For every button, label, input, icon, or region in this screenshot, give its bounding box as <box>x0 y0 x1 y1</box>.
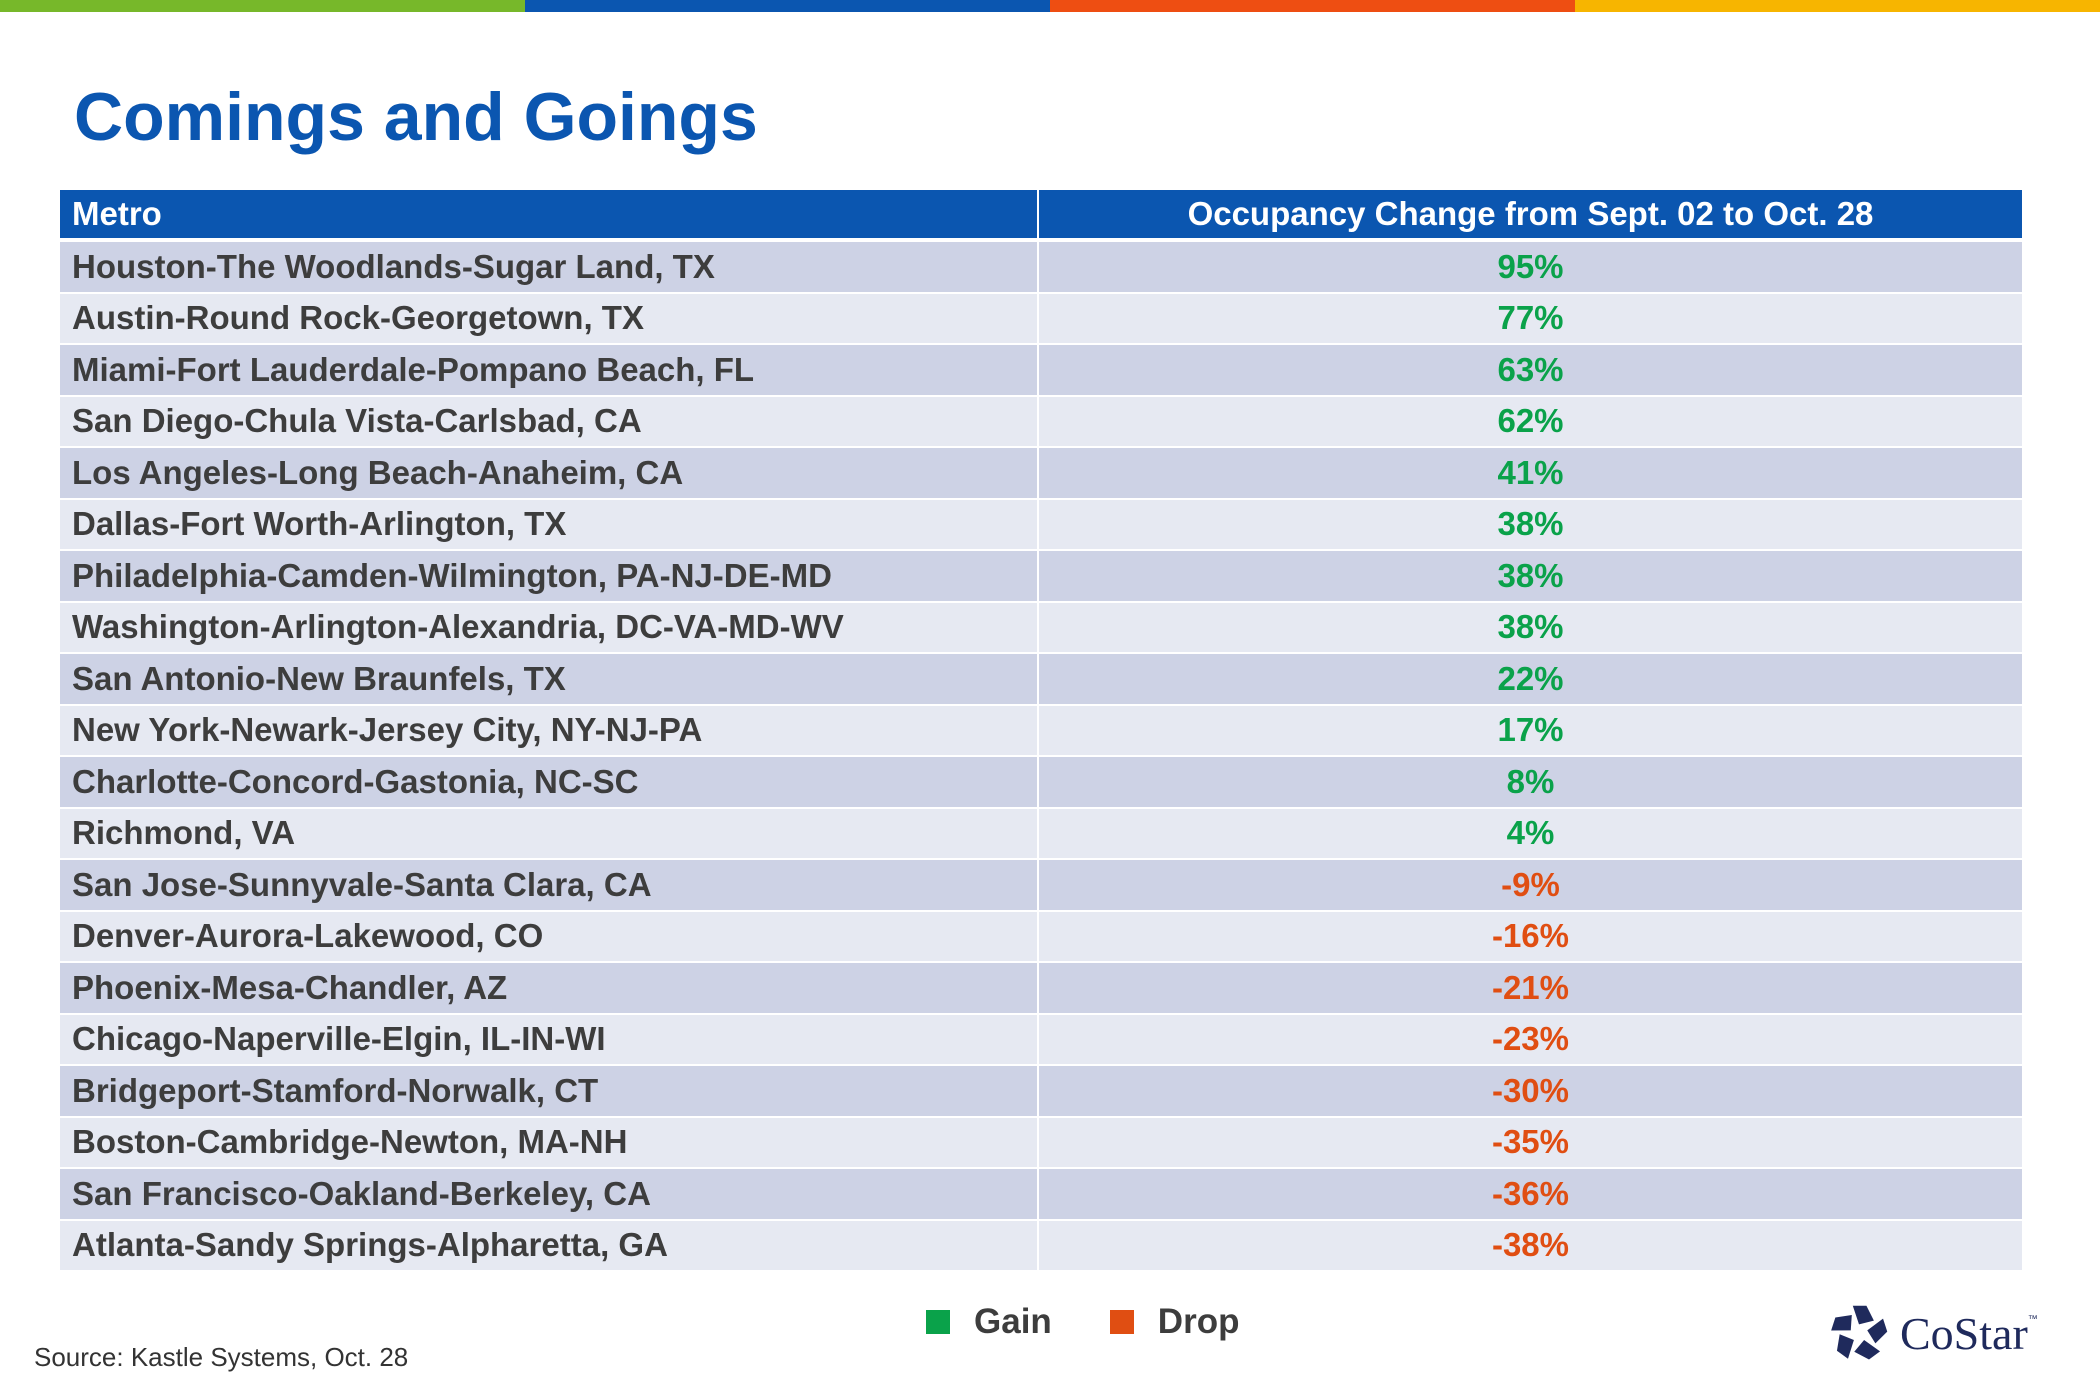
occupancy-change-cell: 38% <box>1038 498 2022 551</box>
metro-cell: Chicago-Naperville-Elgin, IL-IN-WI <box>60 1013 1039 1066</box>
logo-wordmark: CoStar <box>1900 1307 2028 1359</box>
occupancy-change-cell: 95% <box>1038 240 2022 294</box>
occupancy-change-cell: -35% <box>1038 1116 2022 1169</box>
table-row: Miami-Fort Lauderdale-Pompano Beach, FL 6… <box>60 344 2022 397</box>
metro-cell: Boston-Cambridge-Newton, MA-NH <box>60 1116 1039 1169</box>
occupancy-table: Metro Occupancy Change from Sept. 02 to … <box>60 190 2022 1272</box>
metro-cell: San Antonio-New Braunfels, TX <box>60 653 1039 706</box>
metro-cell: Washington-Arlington-Alexandria, DC-VA-M… <box>60 601 1039 654</box>
table-header-row: Metro Occupancy Change from Sept. 02 to … <box>60 190 2022 242</box>
table-row: Los Angeles-Long Beach-Anaheim, CA 41% <box>60 447 2022 500</box>
legend-item-drop: Drop <box>1109 1302 1240 1342</box>
table-row: Atlanta-Sandy Springs-Alpharetta, GA -38% <box>60 1219 2022 1272</box>
top-color-bar <box>0 0 2100 12</box>
occupancy-change-cell: 4% <box>1038 807 2022 860</box>
table-row: Dallas-Fort Worth-Arlington, TX 38% <box>60 498 2022 551</box>
table-row: San Antonio-New Braunfels, TX 22% <box>60 653 2022 706</box>
legend-label-gain: Gain <box>974 1302 1052 1341</box>
costar-star-icon <box>1831 1305 1888 1360</box>
table-row: Richmond, VA 4% <box>60 807 2022 860</box>
metro-cell: Dallas-Fort Worth-Arlington, TX <box>60 498 1039 551</box>
occupancy-change-cell: -38% <box>1038 1219 2022 1272</box>
table-row: Washington-Arlington-Alexandria, DC-VA-M… <box>60 601 2022 654</box>
top-bar-green-segment <box>0 0 525 12</box>
occupancy-change-cell: 38% <box>1038 601 2022 654</box>
legend-label-drop: Drop <box>1157 1302 1240 1341</box>
costar-logo: CoStar ™ <box>1828 1302 2038 1364</box>
top-bar-orange-segment <box>1050 0 1575 12</box>
occupancy-change-cell: 17% <box>1038 704 2022 757</box>
page-title: Comings and Goings <box>74 79 758 155</box>
table-row: Chicago-Naperville-Elgin, IL-IN-WI -23% <box>60 1013 2022 1066</box>
occupancy-change-cell: 22% <box>1038 653 2022 706</box>
table-row: Philadelphia-Camden-Wilmington, PA-NJ-DE… <box>60 550 2022 603</box>
metro-cell: Charlotte-Concord-Gastonia, NC-SC <box>60 756 1039 809</box>
occupancy-change-cell: 63% <box>1038 344 2022 397</box>
occupancy-change-cell: -30% <box>1038 1065 2022 1118</box>
occupancy-change-cell: 8% <box>1038 756 2022 809</box>
logo-trademark: ™ <box>2027 1314 2038 1325</box>
drop-swatch <box>1109 1310 1134 1334</box>
metro-cell: New York-Newark-Jersey City, NY-NJ-PA <box>60 704 1039 757</box>
table-row: Houston-The Woodlands-Sugar Land, TX 95% <box>60 240 2022 294</box>
legend: Gain Drop <box>926 1302 1297 1342</box>
table-row: San Diego-Chula Vista-Carlsbad, CA 62% <box>60 395 2022 448</box>
occupancy-change-cell: 38% <box>1038 550 2022 603</box>
table-row: Austin-Round Rock-Georgetown, TX 77% <box>60 292 2022 345</box>
table-row: Charlotte-Concord-Gastonia, NC-SC 8% <box>60 756 2022 809</box>
top-bar-yellow-segment <box>1575 0 2100 12</box>
table-row: Phoenix-Mesa-Chandler, AZ -21% <box>60 962 2022 1015</box>
metro-cell: San Jose-Sunnyvale-Santa Clara, CA <box>60 859 1039 912</box>
occupancy-change-cell: 77% <box>1038 292 2022 345</box>
metro-cell: Philadelphia-Camden-Wilmington, PA-NJ-DE… <box>60 550 1039 603</box>
metro-cell: San Diego-Chula Vista-Carlsbad, CA <box>60 395 1039 448</box>
occupancy-change-cell: -9% <box>1038 859 2022 912</box>
legend-item-gain: Gain <box>926 1302 1052 1342</box>
occupancy-change-cell: -23% <box>1038 1013 2022 1066</box>
metro-cell: Bridgeport-Stamford-Norwalk, CT <box>60 1065 1039 1118</box>
table-row: San Francisco-Oakland-Berkeley, CA -36% <box>60 1168 2022 1221</box>
metro-cell: Denver-Aurora-Lakewood, CO <box>60 910 1039 963</box>
table-row: New York-Newark-Jersey City, NY-NJ-PA 17% <box>60 704 2022 757</box>
table-row: San Jose-Sunnyvale-Santa Clara, CA -9% <box>60 859 2022 912</box>
metro-cell: Atlanta-Sandy Springs-Alpharetta, GA <box>60 1219 1039 1272</box>
metro-column-header: Metro <box>60 190 1039 242</box>
metro-cell: Phoenix-Mesa-Chandler, AZ <box>60 962 1039 1015</box>
occupancy-change-cell: 41% <box>1038 447 2022 500</box>
metro-cell: Richmond, VA <box>60 807 1039 860</box>
occupancy-change-cell: -36% <box>1038 1168 2022 1221</box>
gain-swatch <box>926 1310 950 1334</box>
table-row: Bridgeport-Stamford-Norwalk, CT -30% <box>60 1065 2022 1118</box>
metro-cell: Los Angeles-Long Beach-Anaheim, CA <box>60 447 1039 500</box>
top-bar-blue-segment <box>525 0 1050 12</box>
metro-cell: Austin-Round Rock-Georgetown, TX <box>60 292 1039 345</box>
metro-cell: Houston-The Woodlands-Sugar Land, TX <box>60 240 1039 294</box>
table-row: Denver-Aurora-Lakewood, CO -16% <box>60 910 2022 963</box>
occupancy-change-cell: -21% <box>1038 962 2022 1015</box>
occupancy-change-cell: 62% <box>1038 395 2022 448</box>
occupancy-change-cell: -16% <box>1038 910 2022 963</box>
metro-cell: San Francisco-Oakland-Berkeley, CA <box>60 1168 1039 1221</box>
table-body: Houston-The Woodlands-Sugar Land, TX 95% A… <box>60 240 2022 1272</box>
occupancy-change-column-header: Occupancy Change from Sept. 02 to Oct. 2… <box>1038 190 2022 242</box>
table-row: Boston-Cambridge-Newton, MA-NH -35% <box>60 1116 2022 1169</box>
source-note: Source: Kastle Systems, Oct. 28 <box>34 1342 409 1372</box>
metro-cell: Miami-Fort Lauderdale-Pompano Beach, FL <box>60 344 1039 397</box>
